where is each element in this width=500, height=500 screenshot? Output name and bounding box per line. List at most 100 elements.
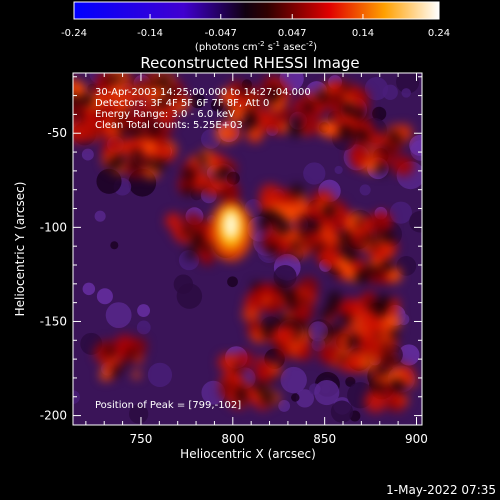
image-blob [348, 144, 365, 162]
image-blob [73, 80, 87, 99]
image-blob [59, 116, 68, 125]
image-blob [266, 243, 279, 256]
image-blob [288, 317, 300, 328]
image-blob [111, 155, 125, 168]
info-line: 30-Apr-2003 14:25:00.000 to 14:27:04.000 [95, 87, 311, 98]
image-blob [213, 170, 223, 181]
image-texture [94, 210, 106, 222]
image-blob [257, 221, 268, 232]
image-blob [287, 300, 296, 308]
image-blob [249, 320, 261, 332]
image-blob [233, 364, 243, 374]
image-blob [127, 349, 136, 357]
image-blob [341, 83, 351, 92]
image-blob [272, 342, 281, 350]
image-blob [375, 221, 383, 229]
image-blob [296, 321, 308, 333]
image-blob [322, 203, 336, 218]
image-blob [155, 96, 168, 109]
image-blob [359, 235, 369, 245]
image-blob [254, 381, 267, 394]
image-blob [394, 358, 402, 366]
plot-frame [72, 72, 423, 426]
image-blob [382, 142, 391, 151]
image-blob [342, 325, 352, 334]
x-tick-label: 850 [313, 432, 336, 446]
image-blob [260, 390, 275, 405]
image-blob [156, 107, 169, 119]
image-texture [129, 404, 149, 424]
image-blob [291, 115, 303, 127]
image-blob [332, 94, 341, 103]
image-blob [134, 82, 143, 92]
image-blob [316, 90, 329, 103]
image-blob [251, 119, 259, 127]
image-texture [364, 76, 389, 101]
image-texture [291, 393, 300, 402]
image-blob [297, 345, 313, 361]
image-blob [371, 244, 379, 251]
image-blob [148, 124, 160, 136]
image-blob [158, 146, 175, 163]
image-blob [353, 262, 362, 271]
image-blob [390, 378, 403, 392]
image-blob [325, 302, 338, 314]
colorbar-tick-label: 0.24 [428, 28, 450, 39]
image-blob [246, 125, 264, 143]
image-texture [137, 304, 151, 318]
image-blob [249, 110, 256, 117]
image-blob [289, 124, 302, 138]
image-blob [251, 281, 260, 290]
image-texture [314, 379, 340, 406]
image-texture [105, 302, 132, 329]
image-blob [235, 386, 247, 398]
image-blob [274, 281, 286, 292]
colorbar-gradient [73, 1, 440, 20]
image-blob [393, 155, 415, 176]
image-texture [96, 168, 122, 194]
y-axis-label: Heliocentric Y (arcsec) [13, 182, 27, 317]
image-blob [364, 264, 374, 274]
image-blob [259, 183, 282, 206]
image-blob [73, 122, 88, 144]
image-blob [340, 313, 352, 325]
image-blob [298, 113, 321, 136]
image-texture [334, 165, 343, 175]
image-blob [142, 111, 153, 122]
info-line: Energy Range: 3.0 - 6.0 keV [95, 109, 235, 120]
colorbar-tick-label: 0.047 [278, 28, 307, 39]
image-blob [197, 154, 208, 164]
image-blob [393, 137, 402, 146]
image-texture [330, 400, 354, 423]
image-blob [278, 122, 289, 133]
image-blob [105, 347, 114, 356]
image-blob [343, 247, 358, 262]
image-blob [372, 266, 382, 276]
image-blob [349, 86, 364, 102]
footer-date: 1-May-2022 07:35 [386, 483, 496, 497]
image-blob [267, 298, 282, 313]
image-blob [274, 216, 287, 229]
image-blob [73, 94, 77, 106]
image-blob [291, 240, 302, 251]
y-axis: -50 -100 -150 -200 [40, 76, 422, 423]
image-blob [317, 249, 335, 266]
image-blob [65, 96, 71, 102]
image-texture [389, 201, 412, 224]
image-blob [328, 291, 342, 305]
image-blob [112, 73, 123, 83]
image-blob [354, 219, 363, 227]
image-blob [299, 203, 310, 214]
image-texture [409, 134, 422, 156]
image-blob [389, 328, 400, 340]
image-blob [81, 93, 94, 107]
image-blob [96, 109, 104, 117]
image-blob [329, 110, 339, 119]
image-blob [75, 111, 84, 119]
image-blob [227, 126, 242, 141]
image-texture [401, 88, 411, 98]
image-blob [242, 305, 260, 323]
image-blob [130, 125, 144, 138]
image-blob [222, 105, 232, 115]
